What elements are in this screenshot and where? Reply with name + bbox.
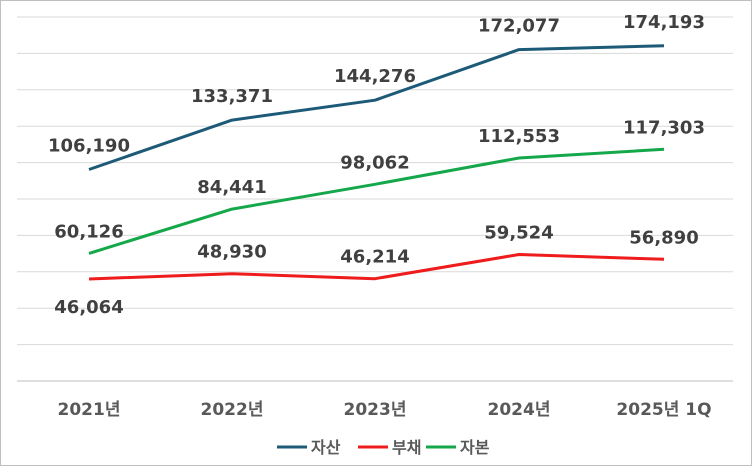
legend-label: 자본 (460, 438, 490, 457)
x-axis: 2021년 2022년 2023년 2024년 2025년 1Q (58, 400, 712, 420)
x-tick-label: 2022년 (201, 400, 264, 420)
data-label: 48,930 (197, 242, 266, 263)
x-tick-label: 2023년 (344, 400, 407, 420)
data-label: 133,371 (191, 86, 273, 107)
data-label: 46,064 (54, 297, 123, 318)
data-label: 56,890 (629, 227, 698, 248)
data-label: 60,126 (54, 221, 123, 242)
legend-label: 부채 (392, 438, 421, 457)
x-tick-label: 2025년 1Q (616, 400, 711, 420)
data-label: 59,524 (484, 223, 553, 244)
series-line-2 (88, 147, 665, 255)
legend: 자산 부채 자본 (277, 438, 490, 457)
series-line-1 (88, 253, 665, 281)
data-label: 174,193 (623, 12, 705, 33)
data-labels: 106,190 133,371 144,276 172,077 174,193 46,06… (48, 12, 705, 318)
data-label: 106,190 (48, 136, 130, 157)
x-tick-label: 2021년 (58, 400, 121, 420)
grid-lines (17, 16, 733, 382)
data-label: 112,553 (478, 126, 560, 147)
data-label: 46,214 (340, 247, 409, 268)
data-label: 117,303 (623, 117, 705, 138)
data-label: 84,441 (197, 177, 266, 198)
series-lines (88, 44, 665, 281)
series-line-0 (88, 44, 665, 171)
data-label: 172,077 (478, 16, 560, 37)
data-label: 98,062 (340, 152, 409, 173)
x-tick-label: 2024년 (488, 400, 551, 420)
legend-label: 자산 (311, 438, 341, 457)
data-label: 144,276 (334, 66, 416, 87)
